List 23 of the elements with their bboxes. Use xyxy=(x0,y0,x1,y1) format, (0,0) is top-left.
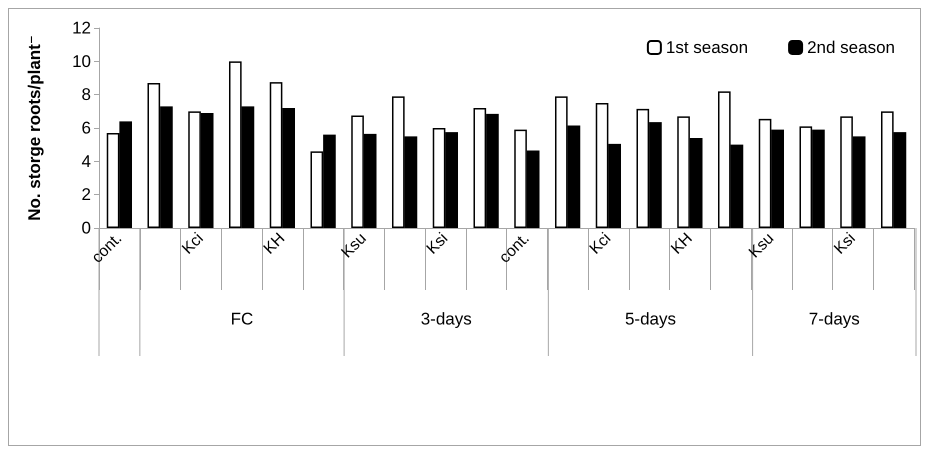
x-tick-label: Kci xyxy=(586,230,614,258)
text: 7-days xyxy=(808,310,860,328)
legend-label: 1st season xyxy=(666,38,748,57)
text: 5-days xyxy=(624,310,676,328)
y-tick-label: 2 xyxy=(82,185,91,204)
x-tick-label: KH xyxy=(668,230,696,258)
legend-label: 2nd season xyxy=(807,38,895,57)
y-tick-label: 8 xyxy=(82,85,91,104)
y-tick-label: 12 xyxy=(72,18,91,38)
x-tick-label: KH xyxy=(260,230,288,258)
y-tick-label: 10 xyxy=(72,52,91,71)
text: FC xyxy=(230,310,254,328)
y-axis-title: No. storge roots/plant⁻ xyxy=(25,35,44,221)
y-tick-label: 4 xyxy=(82,152,91,171)
y-tick-label: 0 xyxy=(82,218,91,238)
x-tick-label: Ksi xyxy=(424,230,452,258)
y-tick-label: 6 xyxy=(82,118,91,138)
x-tick-label: Ksu xyxy=(338,230,370,262)
text: 3-days xyxy=(420,310,472,328)
x-tick-label: Ksu xyxy=(746,230,778,262)
x-tick-label: Ksi xyxy=(831,230,859,258)
x-tick-label: Kci xyxy=(179,230,207,258)
x-tick-label: cont. xyxy=(496,230,533,267)
